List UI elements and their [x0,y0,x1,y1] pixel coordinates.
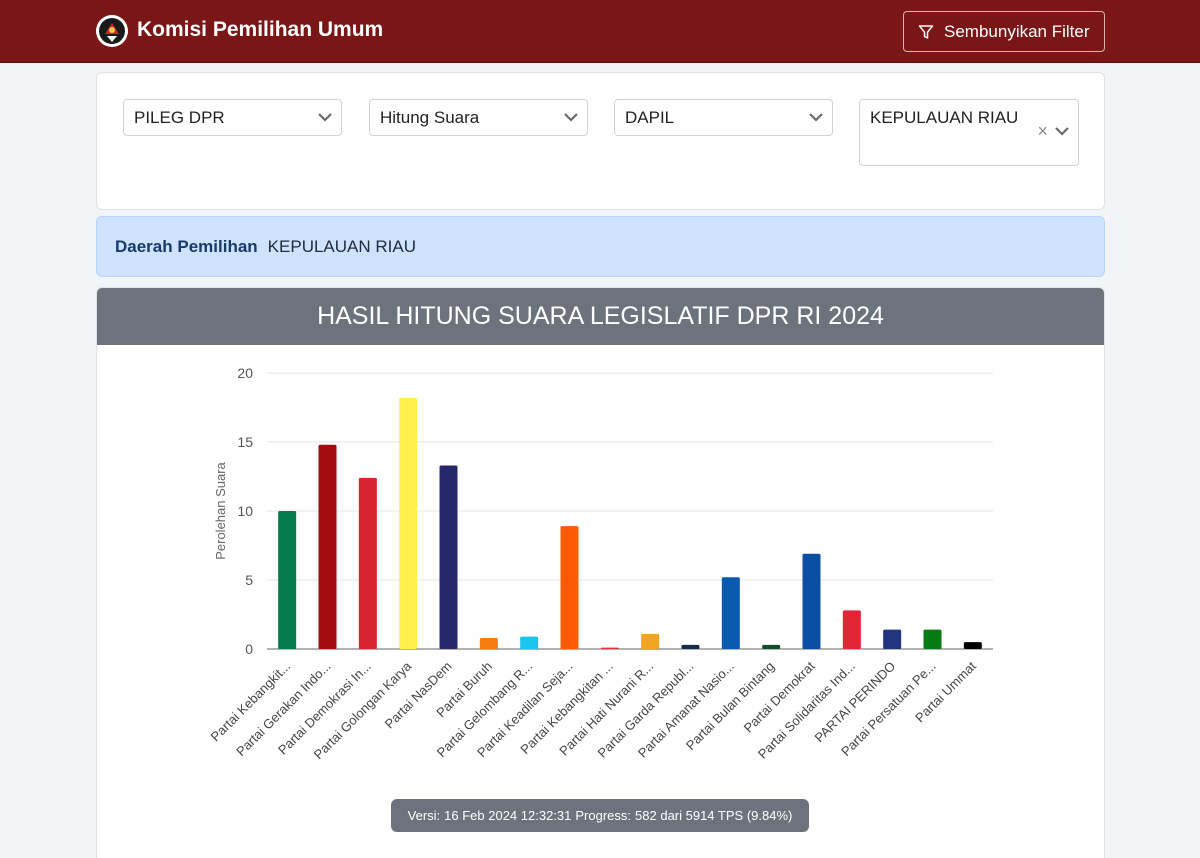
election-type-select[interactable]: PILEG DPR [123,99,342,136]
bar [318,444,337,649]
chevron-down-icon [564,113,578,122]
y-axis-label: Perolehan Suara [213,461,228,559]
count-type-value: Hitung Suara [380,108,480,127]
version-label: Versi: [407,808,441,823]
toggle-filter-label: Sembunyikan Filter [944,21,1090,41]
region-info-value: KEPULAUAN RIAU [267,236,416,256]
chevron-down-icon[interactable] [1054,126,1070,136]
bar [399,397,418,649]
bar [560,526,579,649]
election-type-value: PILEG DPR [134,108,225,127]
bar [923,629,942,649]
bar [762,644,781,649]
bar [641,633,660,649]
bar [520,636,539,649]
bar [439,465,458,649]
dapil-select[interactable]: KEPULAUAN RIAU × [859,99,1079,166]
x-tick-label: Partai Demokrat [741,658,818,735]
bar [600,647,619,649]
top-navbar: Komisi Pemilihan Umum Sembunyikan Filter [0,0,1200,63]
region-level-select[interactable]: DAPIL [614,99,833,136]
results-card: HASIL HITUNG SUARA LEGISLATIF DPR RI 202… [96,287,1105,858]
count-type-select[interactable]: Hitung Suara [369,99,588,136]
results-card-title: HASIL HITUNG SUARA LEGISLATIF DPR RI 202… [97,288,1104,345]
filter-panel: PILEG DPR Hitung Suara DAPIL KEPULAUAN R… [96,72,1105,210]
toggle-filter-button[interactable]: Sembunyikan Filter [903,11,1105,52]
y-tick-label: 0 [245,641,253,657]
chevron-down-icon [318,113,332,122]
bar [278,511,297,649]
version-progress-badge: Versi: 16 Feb 2024 12:32:31 Progress: 58… [391,799,809,832]
progress-value: 582 dari 5914 TPS (9.84%) [635,808,793,823]
version-value: 16 Feb 2024 12:32:31 [444,808,572,823]
y-tick-label: 10 [237,503,253,519]
y-tick-label: 20 [237,365,253,381]
clear-icon[interactable]: × [1037,121,1048,141]
progress-label: Progress: [575,808,632,823]
bar [479,637,498,649]
bar [802,553,821,649]
brand-title[interactable]: Komisi Pemilihan Umum [137,18,384,41]
bar [681,644,700,649]
region-info-alert: Daerah Pemilihan KEPULAUAN RIAU [96,216,1105,277]
bar [963,642,982,649]
region-info-label: Daerah Pemilihan [115,236,258,256]
bar [883,629,902,649]
bar [842,610,861,649]
region-level-value: DAPIL [625,108,675,127]
kpu-logo-icon[interactable] [95,14,129,48]
y-tick-label: 5 [245,572,253,588]
bar [721,577,740,649]
bar [358,477,377,649]
chevron-down-icon [809,113,823,122]
y-tick-label: 15 [237,434,253,450]
filter-icon [918,24,934,39]
dapil-value: KEPULAUAN RIAU [870,108,1019,127]
